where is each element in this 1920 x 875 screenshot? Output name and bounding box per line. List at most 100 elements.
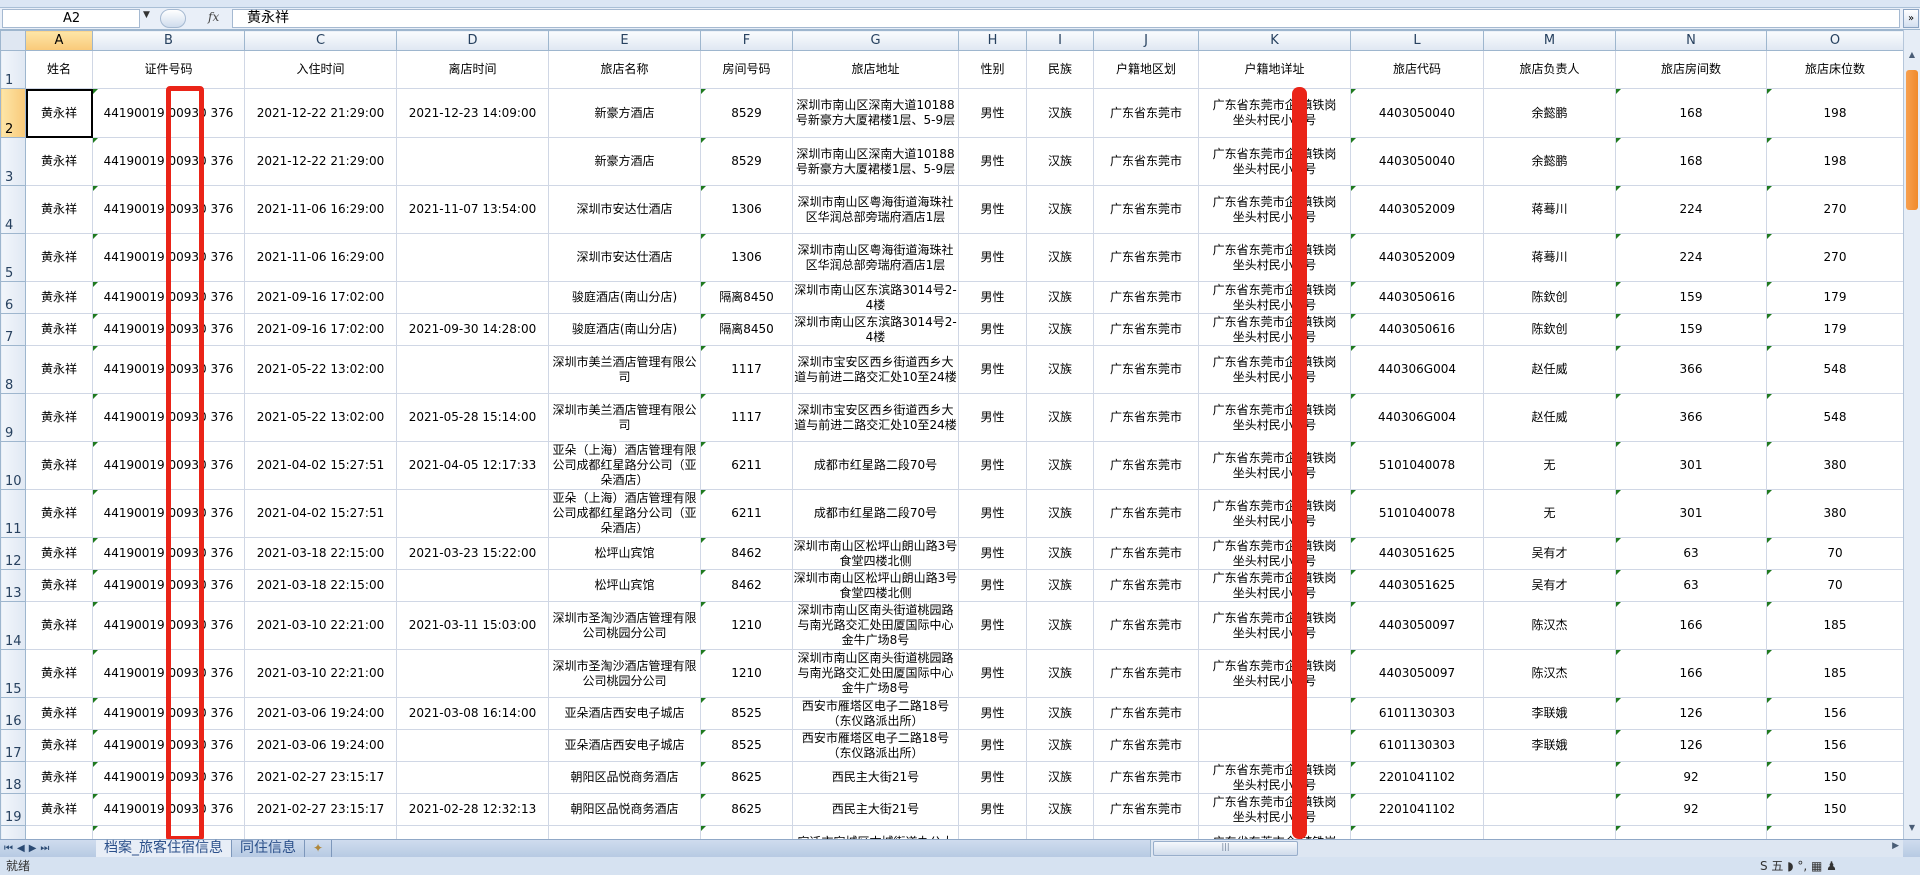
cell-checkin-time[interactable]: 2021-05-22 13:02:00: [244, 393, 397, 442]
sheet-nav-arrows-icon[interactable]: ⏮◀▶⏭: [4, 843, 54, 854]
cell-gender[interactable]: 男性: [958, 441, 1027, 490]
cell-ethnicity[interactable]: 汉族: [1026, 441, 1094, 490]
cell-household-region[interactable]: 广东省东莞市: [1093, 729, 1199, 762]
cell-checkout-time[interactable]: 2021-05-28 15:14:00: [396, 393, 549, 442]
column-header-F[interactable]: F: [700, 30, 793, 51]
cell-ethnicity[interactable]: 汉族: [1026, 537, 1094, 570]
cell-hotel-bed-count[interactable]: 198: [1766, 88, 1903, 138]
cell-hotel-bed-count[interactable]: 185: [1766, 649, 1903, 698]
cell-hotel-address[interactable]: 深圳市南山区粤海街道海珠社区华润总部旁瑞府酒店1层: [792, 185, 959, 234]
cell-checkout-time[interactable]: [396, 137, 549, 186]
cell-name[interactable]: 黄永祥: [25, 441, 93, 490]
cell-checkout-time[interactable]: [396, 729, 549, 762]
cell-hotel-address[interactable]: 深圳市南山区东滨路3014号2-4楼: [792, 313, 959, 346]
row-header-17[interactable]: 17: [0, 729, 26, 762]
cell-household-address[interactable]: 广东省东莞市企 镇铁岗 坐头村民小 0号: [1198, 233, 1351, 282]
cell-hotel-address[interactable]: 深圳市宝安区西乡街道西乡大道与前进二路交汇处10至24楼: [792, 393, 959, 442]
cell-hotel-code[interactable]: 4403050097: [1350, 649, 1484, 698]
cell-name[interactable]: 黄永祥: [25, 697, 93, 730]
cell-checkout-time[interactable]: 2021-12-23 14:09:00: [396, 88, 549, 138]
cell-hotel-room-count[interactable]: 159: [1615, 313, 1767, 346]
cell-household-region[interactable]: 广东省东莞市: [1093, 441, 1199, 490]
cell-hotel-room-count[interactable]: 224: [1615, 233, 1767, 282]
cell-hotel-name[interactable]: 朝阳区品悦商务酒店: [548, 793, 701, 826]
cell-household-region[interactable]: 广东省东莞市: [1093, 185, 1199, 234]
cell-household-address[interactable]: 广东省东莞市企 镇铁岗 坐头村民小 0号: [1198, 441, 1351, 490]
cell-checkout-time[interactable]: [396, 281, 549, 314]
cell-ethnicity[interactable]: 汉族: [1026, 281, 1094, 314]
header-cell-household-address[interactable]: 户籍地详址: [1198, 50, 1351, 89]
cell-hotel-address[interactable]: 深圳市南山区深南大道10188号新豪方大厦裙楼1层、5-9层: [792, 137, 959, 186]
cell-hotel-bed-count[interactable]: 270: [1766, 233, 1903, 282]
cell-hotel-address[interactable]: 成都市红星路二段70号: [792, 489, 959, 538]
cell-hotel-manager[interactable]: [1483, 761, 1616, 794]
cell-household-address[interactable]: 广东省东莞市企 镇铁岗 坐头村民小 0号: [1198, 137, 1351, 186]
cell-hotel-bed-count[interactable]: 380: [1766, 489, 1903, 538]
column-header-B[interactable]: B: [92, 30, 245, 51]
header-cell-checkout-time[interactable]: 离店时间: [396, 50, 549, 89]
cell-name[interactable]: 黄永祥: [25, 88, 93, 138]
cell-hotel-address[interactable]: 深圳市南山区粤海街道海珠社区华润总部旁瑞府酒店1层: [792, 233, 959, 282]
cell-hotel-name[interactable]: 松坪山宾馆: [548, 537, 701, 570]
cell-gender[interactable]: 男性: [958, 137, 1027, 186]
column-header-M[interactable]: M: [1483, 30, 1616, 51]
column-header-O[interactable]: O: [1766, 30, 1903, 51]
row-header-5[interactable]: 5: [0, 233, 26, 282]
cell-household-address[interactable]: 广东省东莞市企 镇铁岗 坐头村民小 0号: [1198, 281, 1351, 314]
header-cell-hotel-address[interactable]: 旅店地址: [792, 50, 959, 89]
cell-hotel-room-count[interactable]: 166: [1615, 601, 1767, 650]
cell-hotel-bed-count[interactable]: 70: [1766, 537, 1903, 570]
cell-hotel-address[interactable]: 深圳市南山区东滨路3014号2-4楼: [792, 281, 959, 314]
cell-ethnicity[interactable]: 汉族: [1026, 761, 1094, 794]
row-header-16[interactable]: 16: [0, 697, 26, 730]
cell-hotel-bed-count[interactable]: 270: [1766, 185, 1903, 234]
cell-hotel-address[interactable]: 深圳市南山区深南大道10188号新豪方大厦裙楼1层、5-9层: [792, 88, 959, 138]
cell-checkin-time[interactable]: 2021-03-10 22:21:00: [244, 601, 397, 650]
cell-name[interactable]: 黄永祥: [25, 601, 93, 650]
cell-checkout-time[interactable]: 2021-02-28 12:32:13: [396, 793, 549, 826]
cell-hotel-room-count[interactable]: 301: [1615, 489, 1767, 538]
header-cell-gender[interactable]: 性别: [958, 50, 1027, 89]
cell-gender[interactable]: 男性: [958, 649, 1027, 698]
cell-name[interactable]: 黄永祥: [25, 489, 93, 538]
cell-name[interactable]: 黄永祥: [25, 649, 93, 698]
row-header-14[interactable]: 14: [0, 601, 26, 650]
cell-household-region[interactable]: 广东省东莞市: [1093, 489, 1199, 538]
cell-hotel-room-count[interactable]: 366: [1615, 345, 1767, 394]
cell-hotel-name[interactable]: 深圳市美兰酒店管理有限公司: [548, 345, 701, 394]
name-box[interactable]: A2: [2, 9, 140, 28]
cell-hotel-manager[interactable]: 陈欽创: [1483, 281, 1616, 314]
cell-checkout-time[interactable]: 2021-03-23 15:22:00: [396, 537, 549, 570]
cell-checkout-time[interactable]: 2021-03-08 16:14:00: [396, 697, 549, 730]
cell-checkout-time[interactable]: [396, 233, 549, 282]
cell-checkin-time[interactable]: 2021-11-06 16:29:00: [244, 185, 397, 234]
cell-household-region[interactable]: 广东省东莞市: [1093, 281, 1199, 314]
cell-hotel-code[interactable]: 4403050097: [1350, 601, 1484, 650]
cell-name[interactable]: 黄永祥: [25, 281, 93, 314]
cell-hotel-code[interactable]: 4403051625: [1350, 569, 1484, 602]
row-header-13[interactable]: 13: [0, 569, 26, 602]
horizontal-scroll-thumb[interactable]: |||: [1153, 841, 1298, 856]
cell-room-number[interactable]: 1117: [700, 345, 793, 394]
cell-household-address[interactable]: 广东省东莞市企 镇铁岗 坐头村民小 0号: [1198, 185, 1351, 234]
cell-hotel-manager[interactable]: [1483, 793, 1616, 826]
cell-gender[interactable]: 男性: [958, 489, 1027, 538]
chevron-down-icon[interactable]: ▼: [143, 10, 150, 20]
cell-gender[interactable]: 男性: [958, 393, 1027, 442]
cell-hotel-bed-count[interactable]: 150: [1766, 793, 1903, 826]
select-all-corner[interactable]: [0, 30, 26, 51]
column-header-K[interactable]: K: [1198, 30, 1351, 51]
cell-ethnicity[interactable]: 汉族: [1026, 489, 1094, 538]
cell-hotel-room-count[interactable]: 126: [1615, 697, 1767, 730]
cell-gender[interactable]: 男性: [958, 729, 1027, 762]
cell-hotel-code[interactable]: 2201041102: [1350, 793, 1484, 826]
cell-gender[interactable]: 男性: [958, 233, 1027, 282]
cell-hotel-manager[interactable]: 蒋蓦川: [1483, 233, 1616, 282]
cell-hotel-bed-count[interactable]: 179: [1766, 313, 1903, 346]
cell-hotel-name[interactable]: 深圳市安达仕酒店: [548, 185, 701, 234]
cell-hotel-room-count[interactable]: 63: [1615, 569, 1767, 602]
cell-room-number[interactable]: 1117: [700, 393, 793, 442]
cell-household-region[interactable]: 广东省东莞市: [1093, 649, 1199, 698]
cell-checkout-time[interactable]: 2021-03-11 15:03:00: [396, 601, 549, 650]
